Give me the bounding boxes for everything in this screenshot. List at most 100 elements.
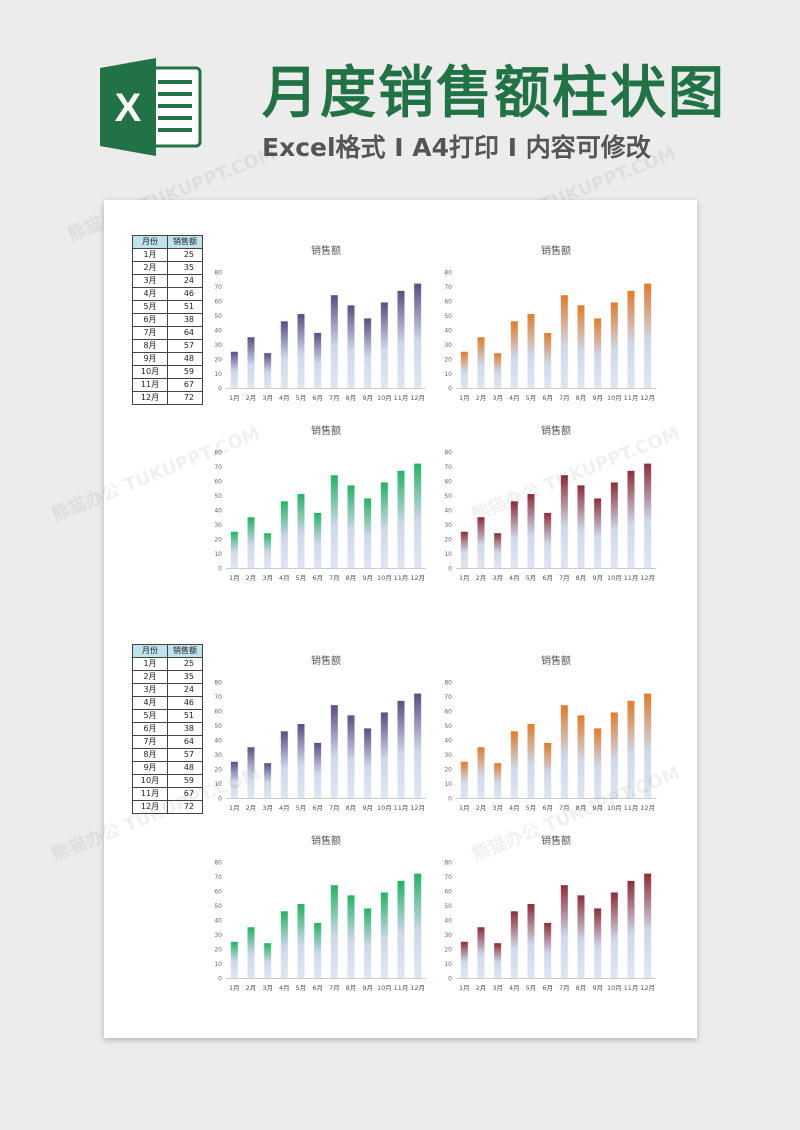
bar (230, 941, 238, 978)
y-tick-label: 70 (444, 694, 452, 701)
bar (527, 314, 535, 388)
month-cell: 9月 (132, 352, 168, 366)
bar (364, 908, 372, 978)
chart-title: 销售额 (541, 654, 571, 667)
y-tick-label: 60 (444, 709, 452, 716)
y-tick-label: 40 (444, 918, 452, 925)
bar (560, 295, 568, 388)
y-tick-label: 70 (214, 284, 222, 291)
header: X 月度销售额柱状图 Excel格式 I A4打印 I 内容可修改 (0, 0, 800, 190)
chart-title: 销售额 (541, 244, 571, 257)
x-tick-label: 11月 (394, 394, 409, 402)
table-row: 1月 25 (132, 657, 203, 671)
bar (247, 337, 255, 388)
data-table: 月份 销售额 1月 25 2月 35 3月 24 4月 46 5月 51 6月 38 7月 64 8月 57 9… (132, 644, 203, 814)
table-row: 7月 64 (132, 735, 203, 749)
bar (577, 715, 585, 798)
x-tick-label: 10月 (377, 804, 392, 812)
x-tick-label: 6月 (542, 574, 553, 582)
x-tick-label: 9月 (362, 574, 373, 582)
x-tick-label: 7月 (329, 984, 340, 992)
y-tick-label: 40 (214, 508, 222, 515)
month-cell: 11月 (132, 787, 168, 801)
bar (397, 290, 405, 388)
bar (460, 761, 468, 798)
x-tick-label: 6月 (312, 984, 323, 992)
y-tick-label: 30 (214, 342, 222, 349)
y-tick-label: 10 (444, 551, 452, 558)
bar-chart: 销售额 0 10 20 30 40 50 60 70 80 1月 2月 3月 4月 5月 6月 7月 8月 9月 10… (444, 244, 656, 402)
x-tick-label: 8月 (346, 574, 357, 582)
bar (494, 533, 502, 568)
x-tick-label: 11月 (394, 574, 409, 582)
bar (280, 321, 288, 388)
y-tick-label: 70 (444, 464, 452, 471)
bar (577, 305, 585, 388)
bar (644, 463, 652, 568)
bar (380, 892, 388, 978)
x-tick-label: 3月 (492, 574, 503, 582)
sales-cell: 57 (167, 748, 203, 762)
x-tick-label: 1月 (229, 804, 240, 812)
x-tick-label: 7月 (329, 394, 340, 402)
y-tick-label: 0 (218, 976, 222, 983)
bar (297, 904, 305, 978)
x-tick-label: 3月 (262, 984, 273, 992)
y-tick-label: 60 (214, 299, 222, 306)
bar (280, 501, 288, 568)
bar (477, 927, 485, 978)
month-cell: 1月 (132, 248, 168, 262)
bar (397, 470, 405, 568)
bar (397, 700, 405, 798)
y-tick-label: 0 (218, 566, 222, 573)
bar (644, 283, 652, 388)
x-tick-label: 6月 (542, 394, 553, 402)
month-cell: 5月 (132, 709, 168, 723)
bar (280, 911, 288, 978)
x-tick-label: 1月 (459, 984, 470, 992)
bar (644, 693, 652, 798)
page-title: 月度销售额柱状图 (262, 61, 726, 126)
bar (414, 873, 422, 978)
x-tick-label: 12月 (640, 574, 655, 582)
x-tick-label: 1月 (459, 394, 470, 402)
y-tick-label: 80 (214, 450, 222, 457)
x-tick-label: 7月 (329, 574, 340, 582)
x-tick-label: 12月 (410, 574, 425, 582)
table-row: 2月 35 (132, 670, 203, 684)
x-tick-label: 4月 (509, 984, 520, 992)
sales-cell: 51 (167, 709, 203, 723)
x-tick-label: 1月 (459, 804, 470, 812)
bar (460, 941, 468, 978)
table-row: 8月 57 (132, 339, 203, 353)
chart-title: 销售额 (311, 834, 341, 847)
y-tick-label: 10 (444, 371, 452, 378)
x-tick-label: 6月 (542, 804, 553, 812)
sales-cell: 59 (167, 774, 203, 788)
x-tick-label: 5月 (296, 574, 307, 582)
bar (247, 517, 255, 568)
table-header-row: 月份 销售额 (132, 235, 203, 249)
bar (380, 712, 388, 798)
sales-cell: 67 (167, 378, 203, 392)
y-tick-label: 10 (444, 961, 452, 968)
excel-logo-icon: X (100, 58, 202, 156)
bar (460, 531, 468, 568)
x-tick-label: 12月 (410, 984, 425, 992)
y-tick-label: 80 (214, 860, 222, 867)
x-tick-label: 11月 (394, 984, 409, 992)
x-tick-label: 1月 (459, 574, 470, 582)
y-tick-label: 30 (444, 752, 452, 759)
x-tick-label: 4月 (279, 984, 290, 992)
y-tick-label: 60 (444, 479, 452, 486)
bar (414, 693, 422, 798)
x-tick-label: 2月 (246, 804, 257, 812)
chart-title: 销售额 (311, 244, 341, 257)
page-subtitle: Excel格式 I A4打印 I 内容可修改 (262, 133, 651, 162)
x-tick-label: 9月 (362, 394, 373, 402)
bar (460, 351, 468, 388)
y-tick-label: 30 (444, 522, 452, 529)
chart-title: 销售额 (311, 424, 341, 437)
month-cell: 2月 (132, 261, 168, 275)
x-tick-label: 11月 (624, 574, 639, 582)
